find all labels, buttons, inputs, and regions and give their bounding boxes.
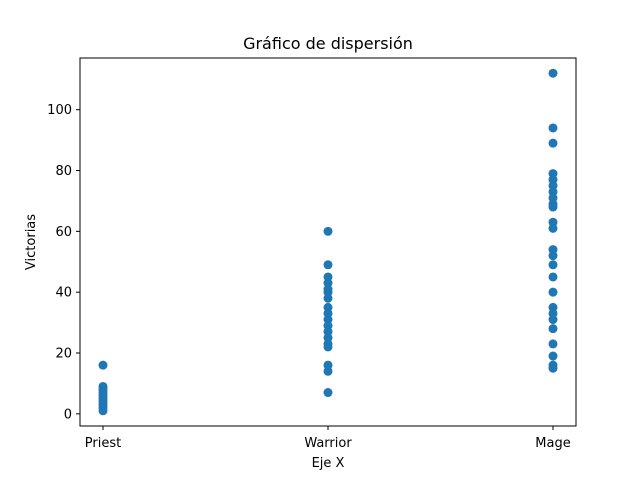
scatter-point [548, 315, 558, 325]
y-tick-label: 40 [55, 286, 72, 301]
scatter-point [548, 123, 558, 133]
y-axis: 0 20 40 60 80 100 [47, 103, 80, 422]
scatter-point [548, 351, 558, 361]
scatter-point [548, 202, 558, 212]
y-tick-label: 0 [64, 407, 72, 422]
scatter-point [548, 260, 558, 270]
scatter-point [323, 388, 333, 398]
scatter-point [548, 363, 558, 373]
scatter-point [548, 223, 558, 233]
scatter-point [323, 293, 333, 303]
x-tick-label: Priest [85, 436, 121, 451]
y-axis-label: Victorias [24, 214, 39, 270]
y-tick-label: 60 [55, 225, 72, 240]
scatter-point [323, 342, 333, 352]
y-tick-label: 20 [55, 347, 72, 362]
x-axis-label: Eje X [312, 456, 345, 471]
scatter-point [548, 251, 558, 261]
scatter-point [548, 138, 558, 148]
chart-title: Gráfico de dispersión [243, 34, 413, 53]
x-axis: Priest Warrior Mage [85, 426, 571, 451]
y-tick-label: 80 [55, 164, 72, 179]
scatter-point [323, 226, 333, 236]
points-layer [98, 68, 558, 416]
y-tick-label: 100 [47, 103, 72, 118]
x-tick-label: Warrior [304, 436, 352, 451]
scatter-point [98, 360, 108, 370]
x-tick-label: Mage [535, 436, 570, 451]
scatter-point [548, 339, 558, 349]
scatter-point [548, 68, 558, 78]
scatter-point [323, 260, 333, 270]
scatter-point [548, 324, 558, 334]
scatter-point [98, 406, 108, 416]
scatter-point [548, 287, 558, 297]
scatter-point [548, 272, 558, 282]
scatter-point [323, 366, 333, 376]
